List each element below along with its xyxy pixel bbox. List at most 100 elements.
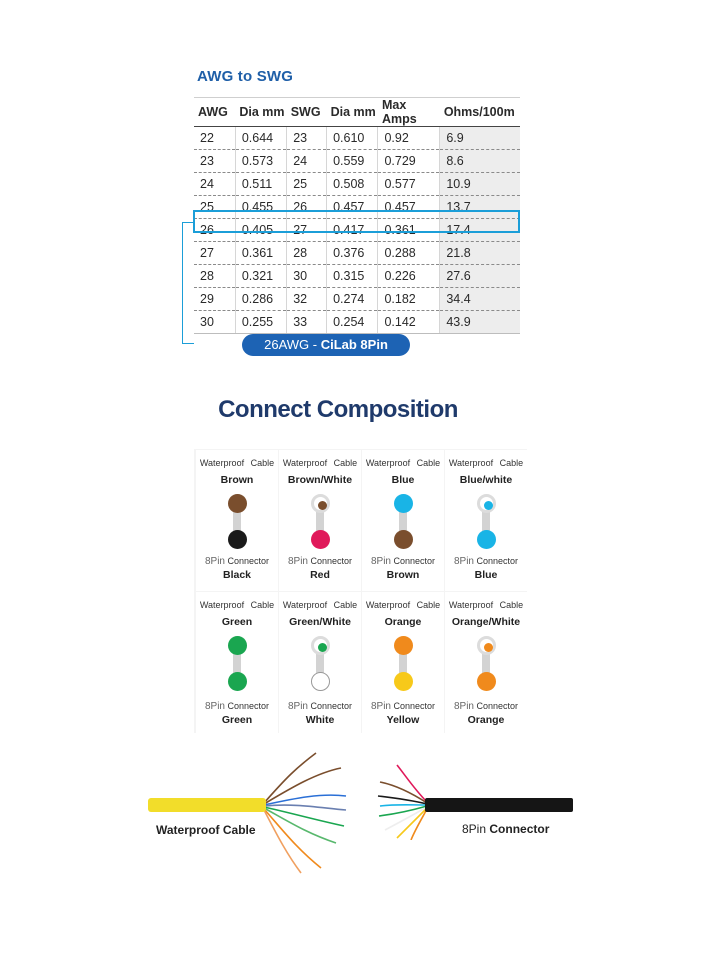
- wire-dot-core: [318, 643, 327, 652]
- wire-color-name: Green: [221, 616, 253, 628]
- cable-strand: [263, 794, 347, 806]
- pin-dot: [228, 530, 247, 549]
- table-cell: 30: [286, 264, 327, 288]
- wire-dot-core: [484, 643, 493, 652]
- cable-jacket: [148, 798, 266, 812]
- column-header: Max Amps: [377, 97, 440, 127]
- connector-color-name: Red: [310, 569, 330, 581]
- connector-header: 8Pin Connector: [362, 701, 444, 712]
- table-row: 25 0.455 26 0.457 0.457 13.7: [194, 195, 520, 219]
- wire-dot-striped: [477, 636, 496, 655]
- cable-strand: [263, 808, 322, 869]
- connector-color-name: Green: [221, 714, 253, 726]
- wire-dot-striped: [311, 494, 330, 513]
- pin-number: 8Pin: [453, 701, 474, 712]
- table-cell: 21.8: [439, 241, 520, 265]
- connector-header: 8Pin Connector: [445, 556, 527, 567]
- table-cell: 0.255: [234, 310, 287, 334]
- pin-dot: [228, 672, 247, 691]
- table-cell: 0.321: [234, 264, 287, 288]
- table-cell: 23: [194, 149, 236, 173]
- table-row: 27 0.361 28 0.376 0.288 21.8: [194, 241, 520, 265]
- cable-strand: [396, 807, 428, 839]
- table-cell: 0.361: [377, 218, 440, 242]
- wire-mapping-grid: Waterproof Cable Brown 8Pin Connector Black…: [194, 449, 527, 733]
- wire-link: [482, 502, 490, 537]
- wire-pair-card: Waterproof Cable Brown/White 8Pin Connecto…: [279, 450, 361, 591]
- wire-pair-card: Waterproof Cable Orange 8Pin Connector Yell…: [362, 592, 444, 733]
- wire-pair-card: Waterproof Cable Blue/white 8Pin Connector…: [445, 450, 527, 591]
- cable-strand: [377, 795, 428, 805]
- table-cell: 27: [286, 218, 327, 242]
- table-row-highlighted: 26 0.405 27 0.417 0.361 17.4: [194, 218, 520, 242]
- cable-strand: [378, 805, 428, 817]
- table-cell: 24: [286, 149, 327, 173]
- cable-strands: [263, 752, 347, 874]
- waterproof-cable-label: Waterproof Cable: [156, 823, 256, 837]
- connector-color-name: Blue: [474, 569, 498, 581]
- table-cell: 0.274: [326, 287, 378, 311]
- wire-color-name: Blue/white: [459, 474, 513, 486]
- cable-header: Waterproof Cable: [282, 458, 358, 468]
- table-cell: 0.182: [377, 287, 440, 311]
- connector-header: 8Pin Connector: [362, 556, 444, 567]
- table-body: 22 0.644 23 0.610 0.92 6.9 23 0.573 24 0.559 0.729…: [194, 126, 520, 334]
- table-cell: 0.142: [377, 310, 440, 334]
- connector-cable-label: 8Pin Connector: [462, 822, 549, 836]
- connector-header: 8Pin Connector: [445, 701, 527, 712]
- wire-link: [399, 644, 407, 679]
- table-cell: 0.405: [234, 218, 287, 242]
- table-cell: 0.559: [326, 149, 378, 173]
- cable-strand: [379, 781, 428, 804]
- waterproof-cable-image: [148, 752, 347, 874]
- table-row: 23 0.573 24 0.559 0.729 8.6: [194, 149, 520, 173]
- pin-number: 8Pin: [204, 701, 225, 712]
- table-cell: 25: [286, 172, 327, 196]
- table-cell: 0.577: [377, 172, 440, 196]
- column-header: Dia mm: [326, 97, 378, 127]
- cable-jacket: [425, 798, 573, 812]
- pin-word: Connector: [227, 701, 270, 711]
- cable-strand: [396, 764, 428, 803]
- table-cell: 25: [194, 195, 236, 219]
- table-cell: 30: [194, 310, 236, 334]
- pin-number: 8Pin: [204, 556, 225, 567]
- pin-word: Connector: [393, 556, 436, 566]
- pin-dot: [477, 672, 496, 691]
- table-cell: 26: [194, 218, 236, 242]
- pin-dot: [394, 672, 413, 691]
- wire-pair-card: Waterproof Cable Green 8Pin Connector Green: [196, 592, 278, 733]
- cable-strand: [263, 806, 345, 827]
- table-cell: 0.455: [234, 195, 287, 219]
- table-cell: 0.511: [234, 172, 287, 196]
- table-cell: 0.376: [326, 241, 378, 265]
- wire-dot: [394, 636, 413, 655]
- table-cell: 24: [194, 172, 236, 196]
- wire-link: [399, 502, 407, 537]
- composition-title: Connect Composition: [218, 396, 458, 423]
- table-cell: 34.4: [439, 287, 520, 311]
- pin-number: 8Pin: [287, 556, 308, 567]
- wire-pair-card: Waterproof Cable Blue 8Pin Connector Brown: [362, 450, 444, 591]
- cable-strand: [384, 806, 428, 831]
- cable-strand: [379, 803, 428, 807]
- table-cell: 0.457: [326, 195, 378, 219]
- wire-link: [316, 644, 324, 679]
- table-cell: 0.361: [234, 241, 287, 265]
- cable-header: Waterproof Cable: [199, 600, 275, 610]
- cable-strand: [263, 809, 302, 874]
- cable-header: Waterproof Cable: [282, 600, 358, 610]
- wire-link: [233, 502, 241, 537]
- connector-color-name: Yellow: [386, 714, 420, 726]
- wire-dot: [228, 636, 247, 655]
- table-cell: 0.254: [326, 310, 378, 334]
- cable-strand: [263, 767, 342, 805]
- cable-strand: [410, 808, 428, 840]
- table-cell: 10.9: [439, 172, 520, 196]
- table-cell: 0.92: [377, 126, 440, 150]
- pin-dot: [477, 530, 496, 549]
- cable-header: Waterproof Cable: [365, 600, 441, 610]
- table-cell: 29: [194, 287, 236, 311]
- pin-number: 8Pin: [287, 701, 308, 712]
- pin-word: Connector: [393, 701, 436, 711]
